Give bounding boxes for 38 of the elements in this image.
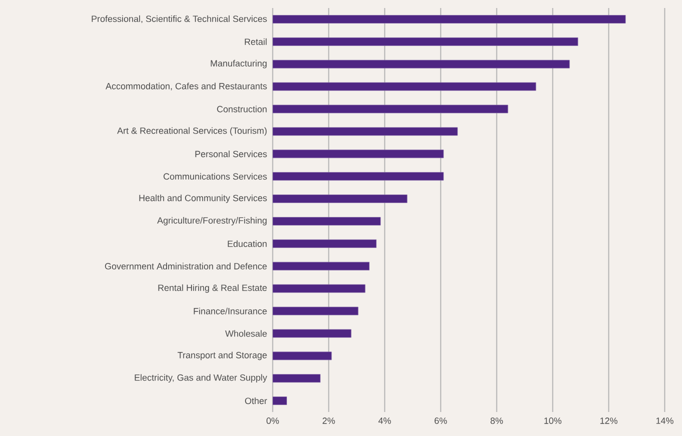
y-tick-label: Transport and Storage (178, 352, 267, 360)
y-tick-label: Professional, Scientific & Technical Services (92, 15, 267, 24)
bar (272, 239, 377, 248)
bar (272, 262, 370, 270)
x-tick-label: 8% (490, 418, 503, 424)
bar (272, 37, 578, 46)
y-tick-label: Government Administration and Defence (105, 262, 267, 270)
y-tick-label: Accommodation, Cafes and Restaurants (106, 82, 267, 90)
x-tick-label: 0% (266, 418, 279, 424)
bar (272, 15, 626, 24)
y-tick-label: Wholesale (225, 330, 267, 337)
x-tick-label: 12% (600, 418, 618, 424)
y-tick-label: Art & Recreational Services (Tourism) (117, 127, 267, 136)
y-tick-label: Education (228, 240, 267, 247)
y-tick-label: Electricity, Gas and Water Supply (134, 374, 268, 383)
bar (272, 60, 570, 68)
y-tick-label: Communications Services (164, 173, 267, 180)
x-tick-label: 10% (544, 418, 562, 424)
y-tick-label: Other (245, 397, 268, 404)
bar (272, 150, 444, 158)
y-tick-label: Retail (244, 38, 267, 45)
bar (272, 374, 321, 383)
x-tick-label: 4% (378, 418, 391, 424)
bar (272, 172, 444, 181)
x-tick-label: 2% (322, 418, 335, 424)
x-tick-label: 14% (656, 418, 674, 424)
y-tick-label: Agriculture/Forestry/Fishing (157, 217, 267, 226)
y-tick-label: Health and Community Services (139, 194, 267, 203)
y-tick-label: Manufacturing (210, 60, 267, 68)
y-tick-label: Rental Hiring & Real Estate (158, 284, 267, 293)
y-tick-label: Finance/Insurance (194, 308, 267, 314)
bar (272, 217, 381, 226)
x-tick-label: 6% (434, 418, 447, 424)
bar (272, 396, 287, 405)
y-tick-label: Personal Services (195, 150, 267, 158)
bar (272, 194, 408, 203)
y-tick-label: Construction (217, 106, 267, 112)
bar (272, 352, 332, 360)
